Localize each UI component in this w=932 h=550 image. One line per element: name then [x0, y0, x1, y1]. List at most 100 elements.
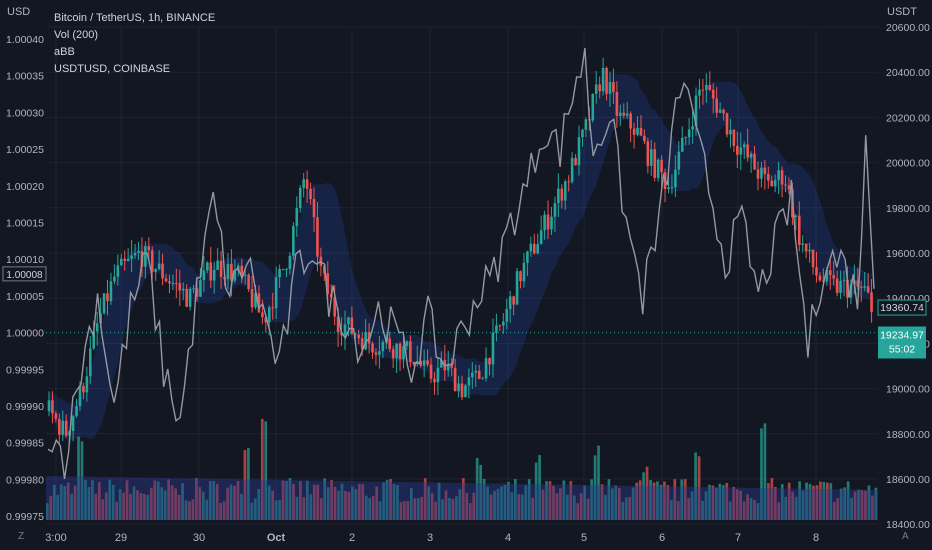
legend-compare[interactable]: USDTUSD, COINBASE — [54, 63, 171, 75]
x-tick-label: 29 — [115, 532, 127, 544]
candle-body — [154, 269, 157, 272]
right-tick-label: 18400.00 — [886, 519, 930, 531]
volume-ma-area — [46, 476, 878, 520]
candle-body — [543, 214, 546, 231]
candle-body — [767, 173, 770, 181]
candle-body — [505, 309, 509, 322]
candle-body — [474, 370, 478, 373]
candle-body — [560, 188, 564, 201]
volume-bar — [278, 499, 281, 520]
candle-body — [804, 243, 808, 252]
candle-body — [859, 286, 863, 288]
candle-body — [502, 321, 505, 326]
candle-body — [594, 84, 598, 94]
volume-bar — [46, 503, 49, 520]
auto-scale-toggle[interactable]: A — [902, 531, 909, 542]
volume-bar — [403, 501, 406, 520]
volume-bar — [520, 494, 524, 520]
volume-bar — [163, 490, 167, 520]
candle-body — [619, 112, 622, 116]
candle-body — [405, 341, 409, 347]
volume-bar — [819, 481, 822, 520]
volume-bar — [430, 493, 434, 520]
candle-body — [708, 84, 712, 90]
volume-bar — [118, 489, 122, 520]
log-toggle[interactable]: Z — [18, 531, 25, 542]
candle-body — [553, 203, 557, 217]
candle-body — [694, 95, 698, 127]
volume-bar — [468, 503, 472, 520]
volume-bar — [836, 498, 840, 520]
volume-bar — [527, 479, 531, 520]
candle-body — [660, 159, 663, 173]
volume-bar — [871, 495, 874, 520]
volume-bar — [465, 492, 469, 520]
left-tick-label: 1.00040 — [6, 34, 44, 46]
candle-body — [787, 185, 791, 190]
left-tick-label: 0.99980 — [6, 474, 44, 486]
candle-body — [274, 277, 278, 309]
volume-bar — [680, 479, 684, 520]
volume-bar — [670, 500, 673, 520]
volume-bar — [572, 495, 576, 520]
volume-bar — [552, 485, 555, 520]
volume-bar — [233, 485, 236, 520]
volume-bar — [115, 501, 118, 520]
legend-volume[interactable]: Vol (200) — [54, 29, 99, 41]
candle-body — [137, 251, 140, 253]
volume-bar — [427, 486, 430, 520]
candle-body — [687, 129, 691, 138]
volume-bar — [254, 498, 257, 520]
volume-bar — [843, 487, 846, 520]
volume-bar — [260, 418, 264, 520]
candle-body — [226, 263, 230, 280]
volume-bar — [496, 488, 500, 520]
candle-body — [680, 137, 684, 152]
candle-body — [47, 400, 51, 412]
volume-bar — [690, 491, 694, 520]
volume-bar — [136, 490, 139, 520]
x-tick-label: 7 — [735, 532, 741, 544]
candle-body — [243, 274, 247, 276]
candle-body — [522, 262, 526, 282]
volume-bar — [850, 497, 853, 520]
volume-bar — [794, 496, 798, 520]
candle-body — [498, 325, 502, 327]
volume-bar — [462, 478, 465, 520]
volume-bar — [666, 485, 670, 520]
candle-body — [539, 230, 543, 245]
candle-body — [113, 276, 116, 282]
candle-body — [705, 84, 708, 90]
volume-bar — [191, 499, 195, 520]
candle-body — [175, 283, 178, 285]
legend-abb[interactable]: aBB — [54, 46, 75, 58]
volume-bar — [226, 487, 229, 520]
legend: Bitcoin / TetherUS, 1h, BINANCE Vol (200… — [54, 10, 215, 78]
candle-body — [749, 153, 753, 158]
candle-body — [670, 187, 674, 189]
volume-bar — [846, 481, 850, 520]
volume-bar — [250, 502, 254, 520]
candle-body — [467, 377, 471, 386]
candle-body — [302, 179, 305, 188]
volume-bar — [538, 455, 541, 520]
volume-bar — [555, 493, 559, 520]
candle-body — [261, 312, 264, 318]
candle-body — [725, 113, 729, 135]
volume-bar — [638, 480, 642, 520]
volume-bar — [153, 480, 157, 520]
volume-bar — [774, 487, 777, 520]
volume-bar — [104, 492, 108, 520]
candle-body — [715, 98, 718, 113]
volume-bar — [132, 486, 136, 520]
candle-body — [212, 269, 216, 281]
legend-symbol[interactable]: Bitcoin / TetherUS, 1h, BINANCE — [54, 12, 216, 24]
candle-body — [760, 167, 763, 179]
volume-bar — [70, 493, 73, 520]
volume-bar — [150, 487, 153, 520]
volume-bar — [614, 485, 618, 520]
volume-bar — [437, 482, 441, 520]
candle-body — [674, 169, 677, 188]
volume-bar — [857, 489, 860, 520]
